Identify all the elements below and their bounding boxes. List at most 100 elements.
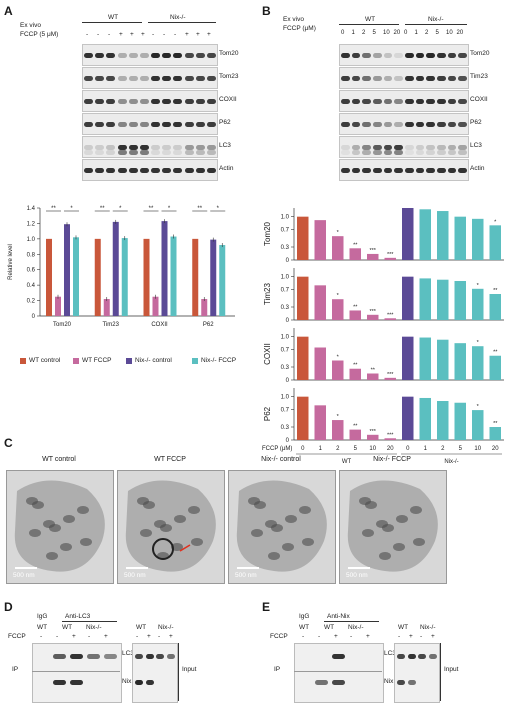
mitochondrion — [143, 501, 155, 509]
blot-label: Actin — [219, 165, 234, 172]
mitochondrion — [379, 552, 391, 560]
sig-star: * — [337, 355, 340, 361]
blot-band — [84, 144, 94, 150]
blot-strip — [339, 159, 469, 181]
y-tick-label: 0.2 — [27, 299, 36, 305]
sig-star: ** — [493, 288, 498, 294]
blot-band — [458, 75, 467, 81]
blot-band — [397, 680, 405, 685]
fccp-sign: - — [350, 633, 353, 640]
blot-band — [383, 98, 393, 104]
blot-band — [184, 121, 194, 127]
y-tick-label: 0.3 — [281, 365, 290, 371]
blot-band — [106, 121, 116, 127]
blot-label: LC3 — [219, 142, 231, 149]
x-tick-label: 5 — [354, 446, 358, 452]
blot-band — [53, 654, 66, 659]
category-label: COXII — [151, 322, 168, 328]
blot-band — [173, 98, 183, 104]
blot-band — [151, 150, 161, 155]
blot-band — [405, 52, 414, 58]
blot-band — [156, 654, 164, 659]
blot-band — [162, 75, 172, 81]
bar — [367, 314, 379, 320]
bar — [297, 216, 309, 260]
mitochondrion — [382, 524, 394, 532]
blot-band — [117, 98, 127, 104]
blot-band — [405, 121, 414, 127]
y-tick-label: 1.0 — [281, 335, 290, 341]
blot-band — [405, 98, 414, 104]
sig-star: * — [119, 206, 122, 212]
blot-band — [128, 150, 138, 155]
ex-vivo-label-b: Ex vivo — [283, 16, 304, 23]
blot-band — [362, 150, 371, 155]
blot-band — [162, 144, 172, 150]
fccp-sign: - — [420, 633, 423, 640]
blot-band — [373, 144, 382, 150]
blot-band — [139, 144, 149, 150]
blot-band — [351, 150, 361, 155]
fccp-sign: + — [72, 633, 76, 640]
blot-band — [373, 121, 382, 127]
blot-label: P62 — [470, 119, 482, 126]
mitochondrion — [80, 538, 92, 546]
bar — [297, 276, 309, 320]
sig-star: * — [337, 230, 340, 236]
ip-wt-label: WT — [62, 624, 73, 631]
blot-band — [373, 167, 382, 173]
mitochondrion — [32, 501, 44, 509]
group-wt-label-b: WT — [365, 16, 376, 23]
ip-wt-label: WT — [37, 624, 48, 631]
blot-band — [373, 98, 382, 104]
blot-band — [418, 654, 426, 659]
mitochondrion — [271, 524, 283, 532]
dose-value: 20 — [393, 30, 401, 36]
antibody-label: Anti-Nix — [327, 613, 350, 620]
blot-band — [206, 75, 216, 81]
blot-band — [426, 121, 435, 127]
blot-band — [162, 52, 172, 58]
sig-star: ** — [353, 242, 358, 248]
fccp-sign: + — [366, 633, 370, 640]
y-tick-label: 1.0 — [281, 275, 290, 281]
dose-value: 20 — [456, 30, 464, 36]
blot-band — [139, 98, 149, 104]
y-tick-label: 0.7 — [281, 408, 290, 414]
panel-label-a: A — [4, 4, 13, 18]
blot-band — [106, 167, 116, 173]
sig-star: * — [70, 206, 73, 212]
y-tick-label: 0.7 — [281, 288, 290, 294]
mitochondrion — [396, 515, 408, 523]
group-nix-label: Nix-/- — [170, 14, 186, 21]
sig-star: ** — [353, 304, 358, 310]
blot-band — [341, 144, 350, 150]
bar — [419, 278, 431, 320]
bar — [55, 296, 61, 316]
input-bracket — [440, 643, 441, 701]
input-nix-label: Nix-/- — [158, 624, 174, 631]
bar — [402, 336, 414, 380]
blot-strip — [339, 136, 469, 158]
blot-band — [383, 52, 393, 58]
blot-band — [173, 121, 183, 127]
blot-band — [426, 52, 435, 58]
blot-band — [394, 75, 403, 81]
nix-label: Nix — [122, 678, 132, 685]
sig-star: ** — [493, 350, 498, 356]
em-title: Nix-/- FCCP — [373, 456, 411, 463]
blot-label: P62 — [219, 119, 231, 126]
mitochondrion — [254, 501, 266, 509]
blot-band — [151, 144, 161, 150]
sig-star: * — [337, 293, 340, 299]
group-wt-line-b — [339, 24, 399, 25]
sig-star: ** — [353, 363, 358, 369]
bar — [472, 410, 484, 440]
blot-band — [351, 167, 361, 173]
fccp-sign: + — [147, 633, 151, 640]
bar — [210, 239, 217, 316]
bar — [367, 373, 379, 380]
bar — [472, 218, 484, 260]
fccp-label-b: FCCP (μM) — [283, 25, 316, 32]
